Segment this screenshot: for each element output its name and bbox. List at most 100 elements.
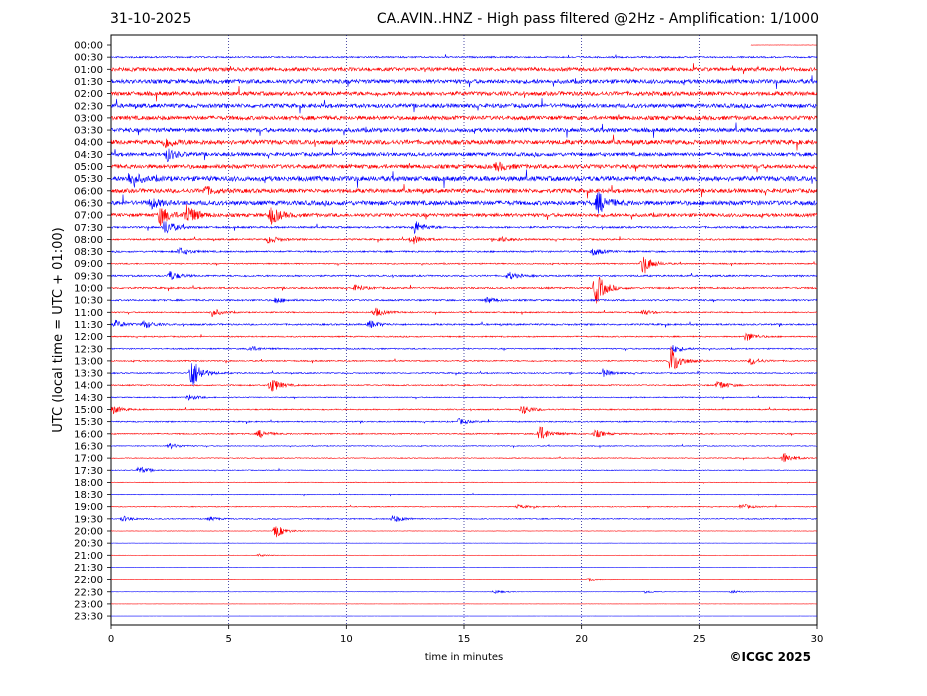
x-tick-label: 25	[693, 634, 706, 645]
trace-1900	[111, 503, 817, 510]
y-axis-label: UTC (local time = UTC + 01:00)	[51, 227, 66, 432]
trace-1100	[111, 307, 817, 317]
traces	[111, 44, 817, 617]
y-tick-label: 07:00	[74, 211, 103, 222]
x-tick-label: 10	[340, 634, 353, 645]
trace-1200	[111, 332, 817, 341]
trace-1000	[111, 277, 817, 304]
y-tick-label: 21:30	[74, 563, 103, 574]
trace-0300	[111, 114, 817, 122]
trace-1600	[111, 426, 817, 439]
x-tick-label: 15	[458, 634, 471, 645]
copyright-label: ©ICGC 2025	[729, 650, 811, 664]
trace-0800	[111, 235, 817, 245]
y-tick-label: 16:00	[74, 429, 103, 440]
y-tick-label: 08:00	[74, 235, 103, 246]
y-tick-label: 21:00	[74, 551, 103, 562]
y-tick-label: 17:30	[74, 466, 103, 477]
trace-0230	[111, 98, 817, 114]
y-tick-label: 05:00	[74, 162, 103, 173]
x-tick-label: 30	[811, 634, 824, 645]
trace-1130	[111, 319, 817, 329]
chart-title: CA.AVIN..HNZ - High pass filtered @2Hz -…	[376, 11, 819, 27]
y-tick-label: 19:00	[74, 502, 103, 513]
trace-1630	[111, 443, 817, 450]
trace-0700	[111, 204, 817, 226]
y-tick-label: 07:30	[74, 223, 103, 234]
y-tick-label: 13:00	[74, 356, 103, 367]
trace-1800	[111, 481, 817, 484]
x-tick-label: 20	[575, 634, 588, 645]
y-tick-label: 11:30	[74, 320, 103, 331]
y-tick-label: 00:30	[74, 53, 103, 64]
trace-2200	[111, 577, 817, 582]
trace-0030	[111, 54, 817, 59]
trace-0530	[111, 169, 817, 188]
y-tick-label: 23:30	[74, 612, 103, 623]
trace-0630	[111, 191, 817, 214]
trace-2100	[111, 553, 817, 557]
y-tick-label: 20:00	[74, 527, 103, 538]
trace-1530	[111, 417, 817, 425]
y-tick-label: 23:00	[74, 599, 103, 610]
x-tick-label: 0	[108, 634, 114, 645]
trace-2000	[111, 526, 817, 538]
trace-0930	[111, 271, 817, 280]
y-tick-label: 13:30	[74, 369, 103, 380]
trace-1830	[111, 492, 817, 497]
y-tick-label: 16:30	[74, 441, 103, 452]
y-tick-label: 22:00	[74, 575, 103, 586]
y-tick-label: 04:00	[74, 138, 103, 149]
trace-0430	[111, 147, 817, 163]
y-tick-label: 18:00	[74, 478, 103, 489]
trace-1230	[111, 344, 817, 353]
trace-0900	[111, 256, 817, 274]
trace-0500	[111, 161, 817, 173]
y-tick-label: 15:00	[74, 405, 103, 416]
trace-0100	[111, 63, 817, 75]
y-tick-label: 05:30	[74, 174, 103, 185]
trace-1330	[111, 363, 817, 386]
y-tick-label: 03:00	[74, 113, 103, 124]
y-tick-label: 03:30	[74, 126, 103, 137]
trace-1030	[111, 296, 817, 304]
y-tick-label: 02:30	[74, 101, 103, 112]
y-tick-label: 14:30	[74, 393, 103, 404]
y-tick-label: 18:30	[74, 490, 103, 501]
trace-1700	[111, 453, 817, 463]
trace-1430	[111, 394, 817, 401]
y-tick-label: 09:00	[74, 259, 103, 270]
trace-1730	[111, 466, 817, 473]
trace-0200	[111, 86, 817, 102]
y-tick-label: 04:30	[74, 150, 103, 161]
x-tick-label: 5	[225, 634, 231, 645]
y-tick-label: 01:30	[74, 77, 103, 88]
trace-1300	[111, 346, 817, 370]
trace-0400	[111, 134, 817, 151]
trace-2230	[111, 589, 817, 594]
y-tick-label: 10:00	[74, 284, 103, 295]
trace-1930	[111, 515, 817, 522]
y-tick-label: 19:30	[74, 514, 103, 525]
y-tick-label: 11:00	[74, 308, 103, 319]
y-tick-label: 14:00	[74, 381, 103, 392]
y-tick-label: 12:30	[74, 344, 103, 355]
y-tick-label: 02:00	[74, 89, 103, 100]
y-tick-label: 12:00	[74, 332, 103, 343]
y-tick-label: 22:30	[74, 587, 103, 598]
y-tick-label: 17:00	[74, 454, 103, 465]
trace-0830	[111, 246, 817, 256]
trace-0330	[111, 122, 817, 138]
trace-0730	[111, 221, 817, 235]
y-tick-label: 00:00	[74, 41, 103, 52]
y-tick-label: 10:30	[74, 296, 103, 307]
y-tick-label: 01:00	[74, 65, 103, 76]
y-tick-label: 08:30	[74, 247, 103, 258]
x-axis-label: time in minutes	[425, 652, 504, 663]
trace-1500	[111, 405, 817, 415]
date-label: 31-10-2025	[110, 11, 192, 27]
trace-1400	[111, 380, 817, 393]
y-tick-label: 15:30	[74, 417, 103, 428]
y-tick-label: 09:30	[74, 271, 103, 282]
